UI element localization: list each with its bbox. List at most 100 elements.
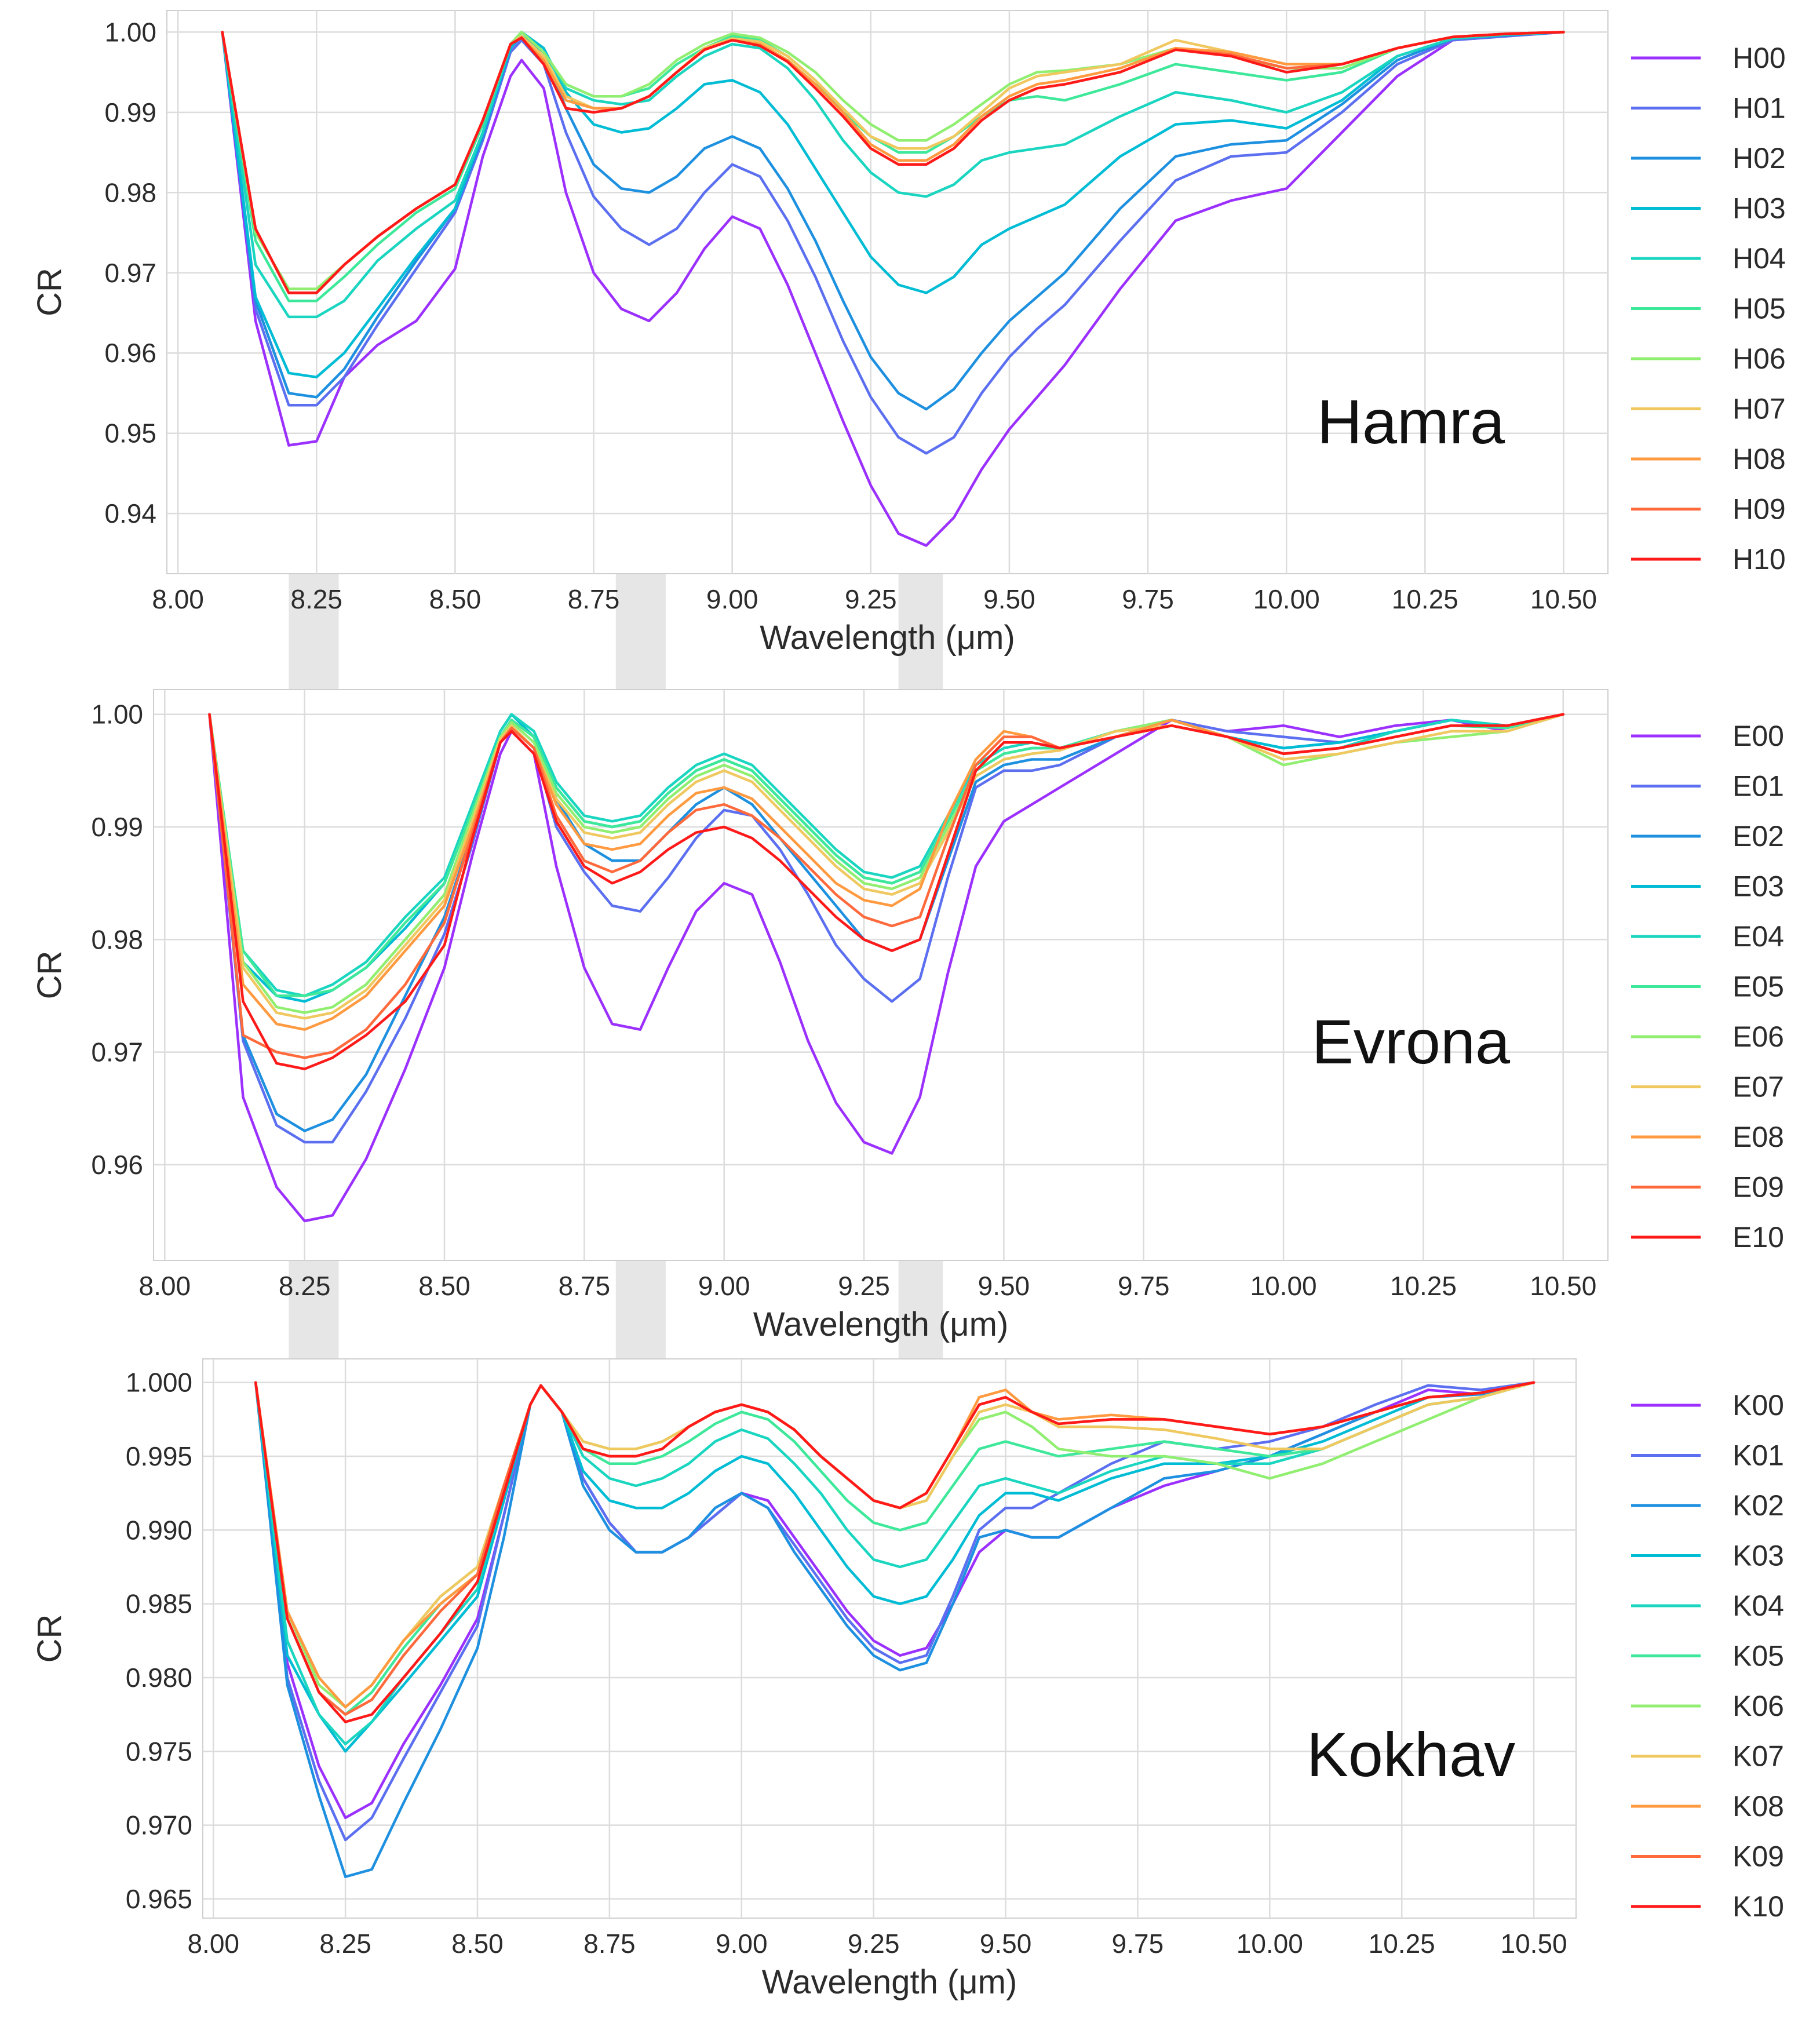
legend-label: K09 (1733, 1840, 1784, 1873)
legend-label: E04 (1733, 920, 1784, 953)
x-tick-label: 8.25 (279, 1271, 331, 1301)
legend: H00 H01 H02 H03 H04 H05 H06 H07 H08 H09 H10 (1631, 42, 1786, 575)
y-tick-label: 0.985 (126, 1589, 192, 1619)
x-tick-label: 10.00 (1250, 1271, 1317, 1301)
legend-label: H02 (1733, 142, 1786, 174)
legend-label: H00 (1733, 42, 1786, 74)
y-tick-label: 0.975 (126, 1736, 192, 1766)
legend-label: K03 (1733, 1540, 1784, 1572)
x-tick-label: 9.75 (1122, 584, 1174, 614)
series-line-h03 (221, 31, 1565, 379)
legend: K00 K01 K02 K03 K04 K05 K06 K07 K08 K09 K10 (1631, 1389, 1784, 1923)
series-line-k00 (254, 1381, 1535, 1820)
legend-label: K06 (1733, 1690, 1784, 1722)
legend-label: K01 (1733, 1439, 1784, 1472)
series-line-e10 (208, 713, 1565, 1070)
y-tick-label: 0.97 (91, 1037, 143, 1067)
x-tick-label: 10.00 (1253, 584, 1320, 614)
series-lines (208, 713, 1565, 1223)
series-line-h00 (221, 31, 1565, 547)
legend-label: H04 (1733, 242, 1786, 275)
x-tick-label: 10.25 (1390, 1271, 1457, 1301)
series-lines (221, 31, 1565, 547)
x-tick-label: 9.00 (716, 1929, 768, 1959)
legend-label: E08 (1733, 1121, 1784, 1153)
y-tick-label: 0.980 (126, 1663, 192, 1693)
y-tick-label: 0.99 (104, 97, 156, 127)
x-tick-label: 8.00 (139, 1271, 191, 1301)
series-line-h04 (221, 31, 1565, 319)
legend-label: H01 (1733, 92, 1786, 125)
x-tick-label: 8.50 (418, 1271, 470, 1301)
y-axis-label: CR (31, 268, 68, 316)
y-tick-label: 0.96 (91, 1150, 143, 1180)
x-axis-label: Wavelength (μm) (762, 1963, 1017, 2001)
legend-label: K00 (1733, 1389, 1784, 1421)
legend-label: E06 (1733, 1020, 1784, 1053)
x-tick-label: 9.75 (1118, 1271, 1170, 1301)
x-tick-label: 9.50 (983, 584, 1035, 614)
y-tick-label: 0.990 (126, 1515, 192, 1545)
legend-label: H09 (1733, 493, 1786, 526)
plot-area (166, 10, 1609, 574)
x-tick-label: 10.50 (1530, 584, 1597, 614)
legend-label: H08 (1733, 443, 1786, 475)
series-line-e08 (208, 713, 1565, 1031)
legend-label: K10 (1733, 1890, 1784, 1923)
y-tick-label: 0.96 (104, 338, 156, 368)
legend-label: K07 (1733, 1740, 1784, 1773)
x-tick-label: 8.50 (429, 584, 482, 614)
x-tick-label: 8.75 (559, 1271, 611, 1301)
series-lines (254, 1381, 1535, 1878)
legend-label: E02 (1733, 820, 1784, 852)
legend-label: E09 (1733, 1171, 1784, 1204)
y-tick-label: 0.98 (104, 177, 156, 207)
x-tick-label: 10.00 (1237, 1929, 1303, 1959)
series-line-h01 (221, 31, 1565, 455)
x-tick-label: 8.25 (290, 584, 342, 614)
y-tick-label: 0.94 (104, 498, 156, 528)
legend: E00 E01 E02 E03 E04 E05 E06 E07 E08 E09 E10 (1631, 720, 1784, 1253)
legend-label: E00 (1733, 720, 1784, 752)
panel-evrona: 8.00 8.25 8.50 8.75 9.00 9.25 9.50 9.75 10.00 10.… (31, 689, 1784, 1343)
x-tick-label: 8.75 (568, 584, 620, 614)
series-line-k10 (254, 1381, 1535, 1723)
x-tick-label: 8.25 (319, 1929, 371, 1959)
y-tick-label: 0.95 (104, 418, 156, 449)
y-tick-label: 0.965 (126, 1884, 192, 1914)
x-tick-label: 8.00 (152, 584, 204, 614)
x-tick-label: 10.50 (1501, 1929, 1567, 1959)
x-tick-label: 9.75 (1112, 1929, 1164, 1959)
y-tick-label: 0.99 (91, 812, 143, 842)
y-tick-label: 0.970 (126, 1810, 192, 1840)
y-tick-label: 0.98 (91, 924, 143, 954)
x-tick-label: 9.50 (980, 1929, 1032, 1959)
legend-label: K04 (1733, 1590, 1784, 1622)
y-tick-label: 1.000 (126, 1368, 192, 1398)
y-tick-label: 1.00 (91, 699, 143, 730)
x-axis-label: Wavelength (μm) (753, 1306, 1009, 1343)
panel-hamra: 8.00 8.25 8.50 8.75 9.00 9.25 9.50 9.75 10.00 10.… (31, 10, 1786, 657)
x-tick-label: 9.25 (845, 584, 897, 614)
y-axis-label: CR (31, 951, 68, 1000)
legend-label: K05 (1733, 1640, 1784, 1672)
x-tick-label: 9.25 (838, 1271, 890, 1301)
legend-label: H06 (1733, 342, 1786, 375)
legend-label: E05 (1733, 971, 1784, 1003)
x-tick-label: 8.75 (583, 1929, 636, 1959)
series-line-e01 (208, 713, 1565, 1144)
legend-label: H03 (1733, 192, 1786, 225)
legend-label: H05 (1733, 293, 1786, 325)
x-axis-label: Wavelength (μm) (760, 619, 1015, 657)
x-tick-label: 8.50 (451, 1929, 504, 1959)
legend-label: H07 (1733, 393, 1786, 425)
panel-title: Kokhav (1307, 1719, 1515, 1789)
x-tick-label: 9.00 (698, 1271, 750, 1301)
x-tick-label: 10.25 (1369, 1929, 1435, 1959)
x-tick-label: 9.50 (978, 1271, 1030, 1301)
y-tick-label: 0.97 (104, 258, 156, 288)
y-axis-label: CR (31, 1614, 68, 1663)
panel-title: Evrona (1312, 1007, 1511, 1077)
x-tick-label: 10.50 (1530, 1271, 1596, 1301)
